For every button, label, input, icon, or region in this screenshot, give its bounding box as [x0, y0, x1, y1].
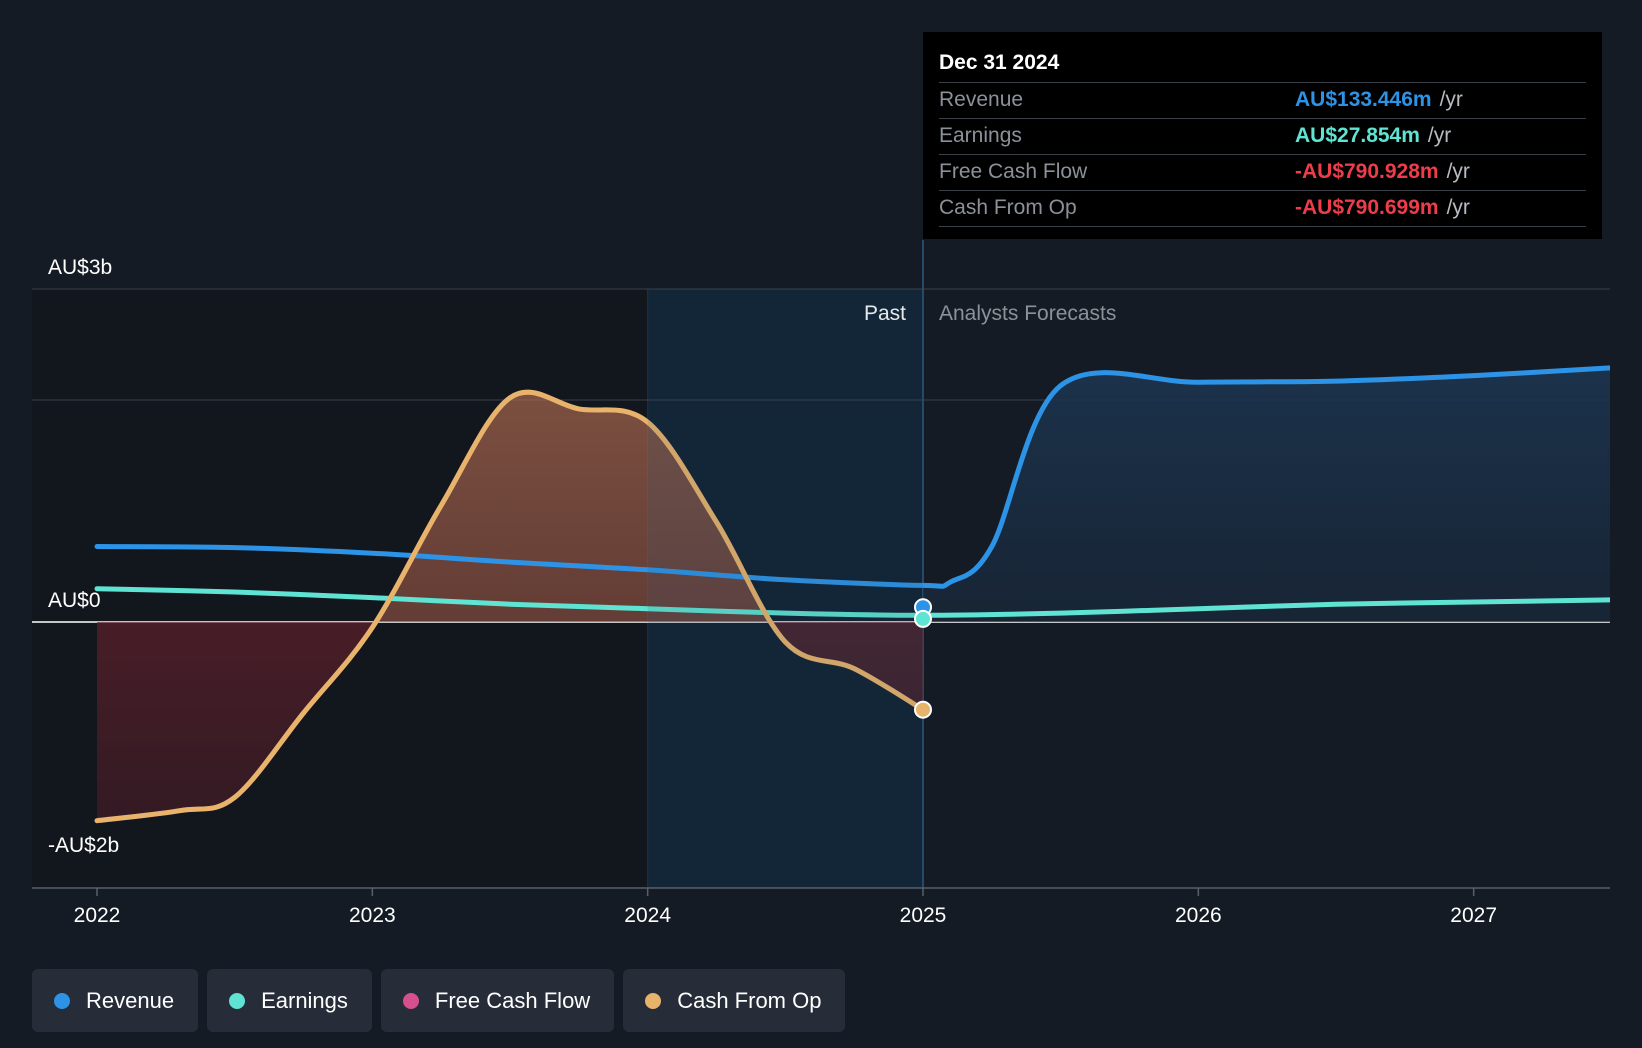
y-tick-label: -AU$2b — [48, 834, 119, 857]
cash-from-op-dot-icon — [645, 992, 662, 1009]
tooltip-label: Cash From Op — [939, 196, 1077, 219]
tooltip-row-revenue: Revenue AU$133.446m /yr — [939, 83, 1586, 119]
tooltip-value: AU$27.854m — [1295, 124, 1420, 147]
tooltip-label: Revenue — [939, 88, 1024, 111]
earnings-line — [94, 586, 1610, 618]
revenue-dot-icon — [54, 992, 70, 1009]
revenue-forecast-area — [923, 367, 1610, 622]
revenue-line — [94, 365, 1610, 589]
legend: Revenue Earnings Free Cash Flow Cash Fro… — [32, 969, 846, 1032]
earnings-marker — [914, 609, 932, 628]
tooltip-label: Earnings — [939, 124, 1022, 147]
tooltip-row-free-cash-flow: Free Cash Flow -AU$790.928m /yr — [939, 155, 1586, 191]
legend-label: Earnings — [261, 987, 348, 1013]
tooltip-unit: /yr — [1427, 124, 1452, 147]
tooltip-value: AU$133.446m — [1295, 88, 1432, 111]
legend-item-free-cash-flow[interactable]: Free Cash Flow — [380, 969, 615, 1032]
tooltip-unit: /yr — [1446, 196, 1470, 219]
cash-flow-negative-area — [97, 622, 923, 821]
tooltip-unit: /yr — [1446, 160, 1470, 183]
cash-from-op-marker — [914, 700, 932, 719]
forecast-label: Analysts Forecasts — [939, 302, 1116, 325]
x-tick-label: 2022 — [74, 904, 121, 927]
tooltip-label: Free Cash Flow — [939, 160, 1088, 183]
y-tick-label: AU$3b — [48, 256, 112, 279]
tooltip-row-earnings: Earnings AU$27.854m /yr — [939, 119, 1586, 155]
legend-label: Revenue — [86, 987, 175, 1013]
band-overlay — [647, 289, 923, 888]
legend-label: Free Cash Flow — [434, 987, 591, 1013]
legend-item-revenue[interactable]: Revenue — [32, 969, 199, 1032]
legend-label: Cash From Op — [677, 987, 822, 1013]
tooltip-unit: /yr — [1439, 88, 1463, 111]
tooltip-value: -AU$790.699m — [1295, 196, 1439, 219]
past-label: Past — [864, 302, 906, 325]
tooltip-date: Dec 31 2024 — [939, 46, 1586, 83]
x-tick-label: 2026 — [1175, 904, 1222, 927]
x-tick-label: 2027 — [1450, 904, 1497, 927]
x-tick-label: 2024 — [624, 904, 671, 927]
tooltip-value: -AU$790.928m — [1295, 160, 1439, 183]
tooltip-row-cash-from-op: Cash From Op -AU$790.699m /yr — [939, 191, 1586, 227]
tooltip: Dec 31 2024 Revenue AU$133.446m /yr Earn… — [923, 32, 1602, 239]
y-tick-label: AU$0 — [48, 589, 101, 612]
cash-flow-positive-area — [97, 392, 923, 622]
x-tick-label: 2023 — [349, 904, 396, 927]
legend-item-earnings[interactable]: Earnings — [207, 969, 372, 1032]
earnings-dot-icon — [229, 992, 246, 1009]
free-cash-flow-dot-icon — [402, 992, 419, 1009]
x-tick-label: 2025 — [900, 904, 947, 927]
cash-from-op-line — [94, 389, 926, 824]
legend-item-cash-from-op[interactable]: Cash From Op — [623, 969, 846, 1032]
